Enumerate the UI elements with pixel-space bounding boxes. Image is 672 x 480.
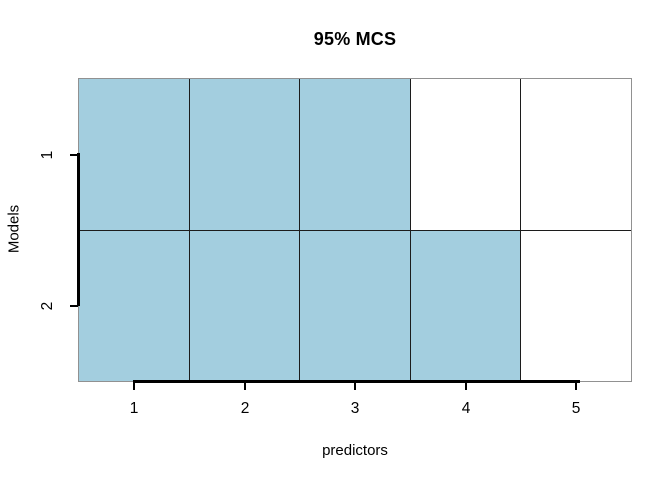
plot-area <box>78 78 632 382</box>
heatmap-cell <box>520 230 631 381</box>
heatmap-cell <box>299 79 411 230</box>
y-tick-mark <box>70 153 78 156</box>
x-tick-label: 5 <box>571 400 581 417</box>
y-tick-label: 1 <box>39 150 56 159</box>
x-tick-mark <box>244 383 246 390</box>
x-tick-mark <box>575 383 577 390</box>
y-tick-mark <box>70 304 78 307</box>
heatmap-cell <box>410 230 521 381</box>
heatmap-cell <box>410 79 521 230</box>
heatmap-cell <box>189 79 300 230</box>
x-tick-mark <box>133 383 135 390</box>
x-axis-title: predictors <box>322 442 388 459</box>
x-tick-label: 3 <box>350 400 360 417</box>
heatmap-cell <box>189 230 300 381</box>
chart-title: 95% MCS <box>313 29 397 49</box>
y-axis-line <box>77 153 80 306</box>
grid-line-horizontal <box>79 229 631 231</box>
x-axis-line <box>133 380 580 383</box>
y-tick-label: 2 <box>39 301 56 310</box>
y-axis-title: Models <box>5 204 23 254</box>
heatmap-cell <box>520 79 631 230</box>
x-tick-mark <box>465 383 467 390</box>
x-tick-label: 2 <box>240 400 250 417</box>
heatmap-cell <box>79 79 190 230</box>
x-tick-label: 1 <box>129 400 139 417</box>
heatmap-cell <box>79 230 190 381</box>
x-tick-mark <box>354 383 356 390</box>
x-tick-label: 4 <box>461 400 471 417</box>
heatmap-cell <box>299 230 411 381</box>
